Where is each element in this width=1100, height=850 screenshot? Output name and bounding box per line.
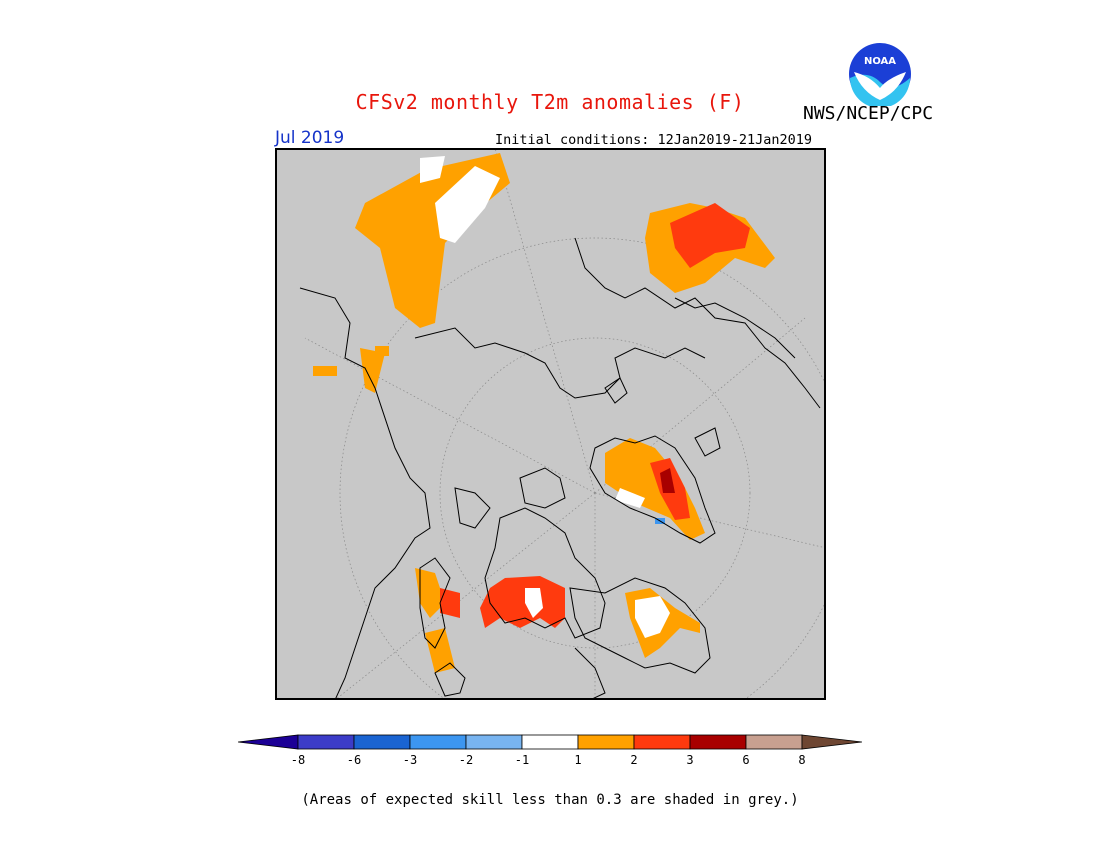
anomaly-region-alaska: [605, 438, 705, 540]
logo-text: NOAA: [864, 56, 896, 67]
map-title: CFSv2 monthly T2m anomalies (F): [355, 90, 745, 114]
anomaly-region-north-america: [625, 588, 700, 658]
colorbar-high-arrow: [801, 734, 862, 750]
map-frame: [275, 148, 826, 700]
coastlines: [299, 237, 821, 700]
skill-footnote: (Areas of expected skill less than 0.3 a…: [301, 792, 799, 808]
colorbar-tick-label: 1: [574, 753, 582, 767]
colorbar-tick-label: 6: [742, 753, 750, 767]
anomaly-region-europe: [313, 153, 510, 393]
colorbar-tick-label: -2: [458, 753, 474, 767]
graticule: [304, 148, 826, 700]
noaa-logo-icon: NOAA: [849, 43, 911, 106]
colorbar-tick-label: 3: [686, 753, 694, 767]
colorbar-tick-label: -3: [402, 753, 418, 767]
colorbar: [238, 734, 862, 750]
colorbar-tick-label: -8: [290, 753, 306, 767]
colorbar-tick-label: -1: [514, 753, 530, 767]
colorbar-tick-label: 8: [798, 753, 806, 767]
forecast-period: Jul 2019: [275, 128, 345, 148]
initial-conditions: Initial conditions: 12Jan2019-21Jan2019: [495, 132, 812, 148]
polar-anomaly-map: [275, 148, 826, 700]
anomaly-region-east-asia: [645, 203, 775, 293]
colorbar-tick-label: -6: [346, 753, 362, 767]
colorbar-low-arrow: [238, 734, 299, 750]
agency-label: NWS/NCEP/CPC: [803, 103, 934, 124]
colorbar-tick-label: 2: [630, 753, 638, 767]
anomaly-region-greenland: [415, 568, 565, 673]
